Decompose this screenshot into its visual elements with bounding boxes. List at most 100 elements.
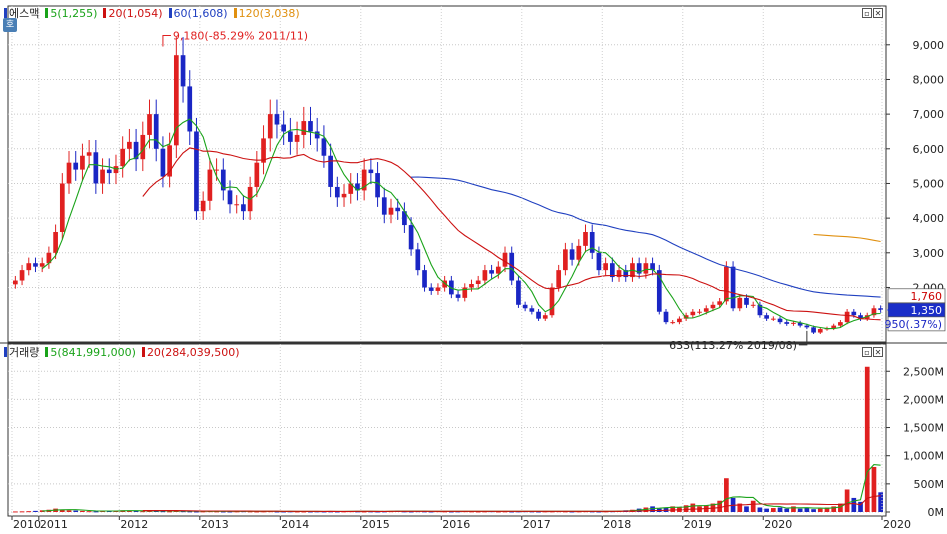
volume-bar — [227, 511, 233, 513]
candle-body — [623, 270, 629, 278]
volume-bar — [817, 508, 823, 512]
candle-body — [589, 232, 595, 253]
volume-bar — [784, 508, 790, 512]
candle-body — [301, 121, 307, 135]
candle-body — [234, 204, 240, 206]
candle-body — [66, 162, 72, 184]
candle-body — [516, 280, 521, 305]
candle-body — [717, 301, 723, 305]
candle-body — [522, 304, 528, 309]
candle-body — [576, 245, 582, 260]
candle-body — [153, 114, 159, 149]
candle-body — [361, 169, 367, 191]
ma20-line — [142, 147, 881, 321]
volume-bar — [770, 508, 776, 512]
candle-body — [19, 270, 25, 281]
volume-bar — [744, 506, 749, 512]
volume-tick-label: 2,000M — [903, 393, 944, 406]
candle-body — [46, 252, 52, 264]
candle-body — [59, 183, 65, 232]
candle-body — [308, 121, 313, 132]
volume-bar — [33, 510, 38, 512]
volume-tick-label: 1,500M — [903, 422, 944, 435]
candle-body — [449, 280, 454, 295]
x-tick-label: 2015 — [362, 518, 390, 531]
recent-low-tag-box — [887, 316, 946, 332]
x-tick-label: 2013 — [201, 518, 229, 531]
volume-legend-name: 거래량 — [4, 345, 39, 361]
volume-bar — [878, 492, 883, 512]
candle-body — [408, 225, 414, 250]
candle-body — [93, 152, 99, 184]
volume-frame — [7, 343, 887, 517]
candle-body — [750, 304, 756, 306]
home-button[interactable]: 호 — [3, 18, 17, 32]
candle-body — [677, 318, 682, 323]
candle-body — [288, 131, 293, 142]
volume-bar — [831, 506, 837, 512]
candle-body — [764, 315, 769, 319]
price-tick-label: 8,000 — [913, 73, 945, 86]
candle-body — [777, 318, 783, 323]
candle-body — [817, 329, 823, 333]
candle-body — [596, 252, 602, 271]
recent-high-tag: 1,760 — [911, 290, 943, 303]
candle-body — [53, 232, 58, 253]
ma60-line — [411, 176, 881, 298]
volume-bar — [180, 511, 186, 513]
price-legend-name: 에스맥 — [4, 6, 39, 22]
price-tick-label: 9,000 — [913, 39, 945, 52]
vma20-line — [142, 495, 881, 512]
candle-body — [603, 263, 608, 271]
x-tick-label: 2016 — [442, 518, 470, 531]
candle-body — [381, 197, 387, 215]
high-marker — [162, 35, 171, 47]
volume-bar — [797, 508, 803, 512]
volume-bar — [690, 503, 696, 512]
candle-body — [267, 114, 273, 139]
volume-bar — [59, 509, 65, 512]
candle-body — [616, 270, 622, 278]
candle-body — [388, 207, 394, 215]
ma60-legend: 60(1,608) — [168, 6, 228, 22]
candle-body — [375, 173, 380, 198]
x-tick-label: 2019 — [684, 518, 712, 531]
volume-bar — [160, 511, 166, 513]
candle-body — [878, 308, 883, 310]
x-tick-label: 2020 — [883, 518, 911, 531]
candle-body — [737, 297, 743, 309]
volume-bar — [764, 508, 769, 512]
volume-bar — [650, 506, 655, 512]
candle-body — [744, 297, 749, 305]
price-tick-label: 3,000 — [913, 247, 945, 260]
volume-bar — [194, 511, 199, 513]
candle-body — [187, 86, 193, 132]
candle-body — [207, 169, 213, 201]
ma20-legend: 20(1,054) — [103, 6, 163, 22]
candle-body — [13, 280, 18, 285]
candle-body — [462, 287, 468, 298]
candle-body — [724, 266, 729, 302]
candle-body — [690, 311, 696, 316]
volume-bar — [509, 511, 515, 513]
candle-body — [261, 138, 266, 163]
candle-body — [831, 325, 837, 329]
candle-body — [200, 200, 206, 212]
close-icon[interactable]: ✕ — [873, 347, 883, 357]
x-tick-label: 2012 — [120, 518, 148, 531]
candle-body — [730, 266, 736, 309]
candle-body — [838, 322, 843, 326]
minimize-icon[interactable]: ▫ — [862, 8, 872, 18]
candle-body — [167, 145, 172, 177]
volume-bar — [864, 366, 870, 512]
volume-bar — [824, 507, 830, 512]
candle-body — [348, 183, 354, 194]
volume-bar — [200, 511, 206, 513]
candle-body — [791, 322, 796, 324]
minimize-icon[interactable]: ▫ — [862, 347, 872, 357]
candle-body — [549, 287, 555, 316]
close-icon[interactable]: ✕ — [873, 8, 883, 18]
volume-bar — [737, 503, 743, 512]
